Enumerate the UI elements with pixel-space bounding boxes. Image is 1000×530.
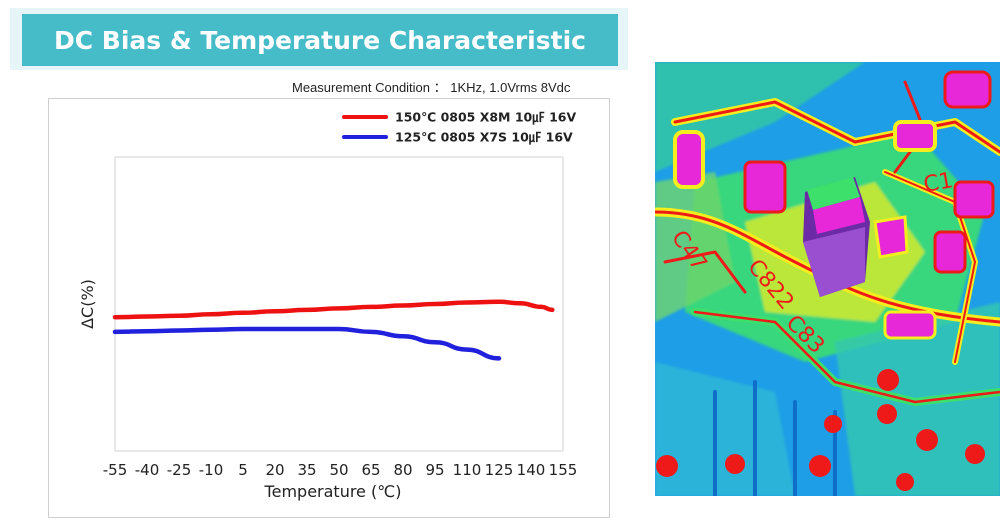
x-tick-labels: -55 -40 -25 -10 5 20 35 50 65 80 95 110 125 140 155 <box>103 461 578 479</box>
x-tick-label: 125 <box>485 461 514 479</box>
thermal-label-c1: C1 <box>922 168 955 198</box>
x-tick-label: 155 <box>549 461 578 479</box>
legend-label-1: 150℃ 0805 X8M 10㎌ 16V <box>395 110 576 125</box>
x-tick-label: 80 <box>393 461 412 479</box>
x-tick-label: -40 <box>135 461 160 479</box>
thermal-image: C47 C822 C83 C1 <box>655 62 1000 496</box>
chart: -55 -40 -25 -10 5 20 35 50 65 80 95 110 125 140 155 15… <box>78 110 578 502</box>
measurement-condition: Measurement Condition ： 1KHz, 1.0Vrms 8V… <box>292 80 571 95</box>
legend: 150℃ 0805 X8M 10㎌ 16V 125℃ 0805 X7S 10㎌ 1… <box>342 110 576 145</box>
x-tick-label: 110 <box>453 461 482 479</box>
x-tick-label: 20 <box>265 461 284 479</box>
page-title: DC Bias & Temperature Characteristic <box>22 14 618 66</box>
chart-container: -55 -40 -25 -10 5 20 35 50 65 80 95 110 125 140 155 15… <box>48 98 610 518</box>
x-tick-label: 95 <box>425 461 444 479</box>
series-line-1 <box>112 299 555 320</box>
x-tick-label: -55 <box>103 461 128 479</box>
legend-label-2: 125℃ 0805 X7S 10㎌ 16V <box>395 130 573 145</box>
x-tick-label: 140 <box>517 461 546 479</box>
x-tick-label: 35 <box>297 461 316 479</box>
x-tick-label: 5 <box>238 461 248 479</box>
y-axis-label: ΔC(%) <box>78 279 97 329</box>
series-lines <box>112 299 555 361</box>
x-tick-label: -25 <box>167 461 192 479</box>
series-line-2 <box>112 326 502 361</box>
x-tick-label: 65 <box>361 461 380 479</box>
thermal-image-drawing: C47 C822 C83 C1 <box>655 62 1000 496</box>
x-tick-label: -10 <box>199 461 224 479</box>
x-axis-label: Temperature (℃) <box>264 482 402 501</box>
x-tick-label: 50 <box>329 461 348 479</box>
